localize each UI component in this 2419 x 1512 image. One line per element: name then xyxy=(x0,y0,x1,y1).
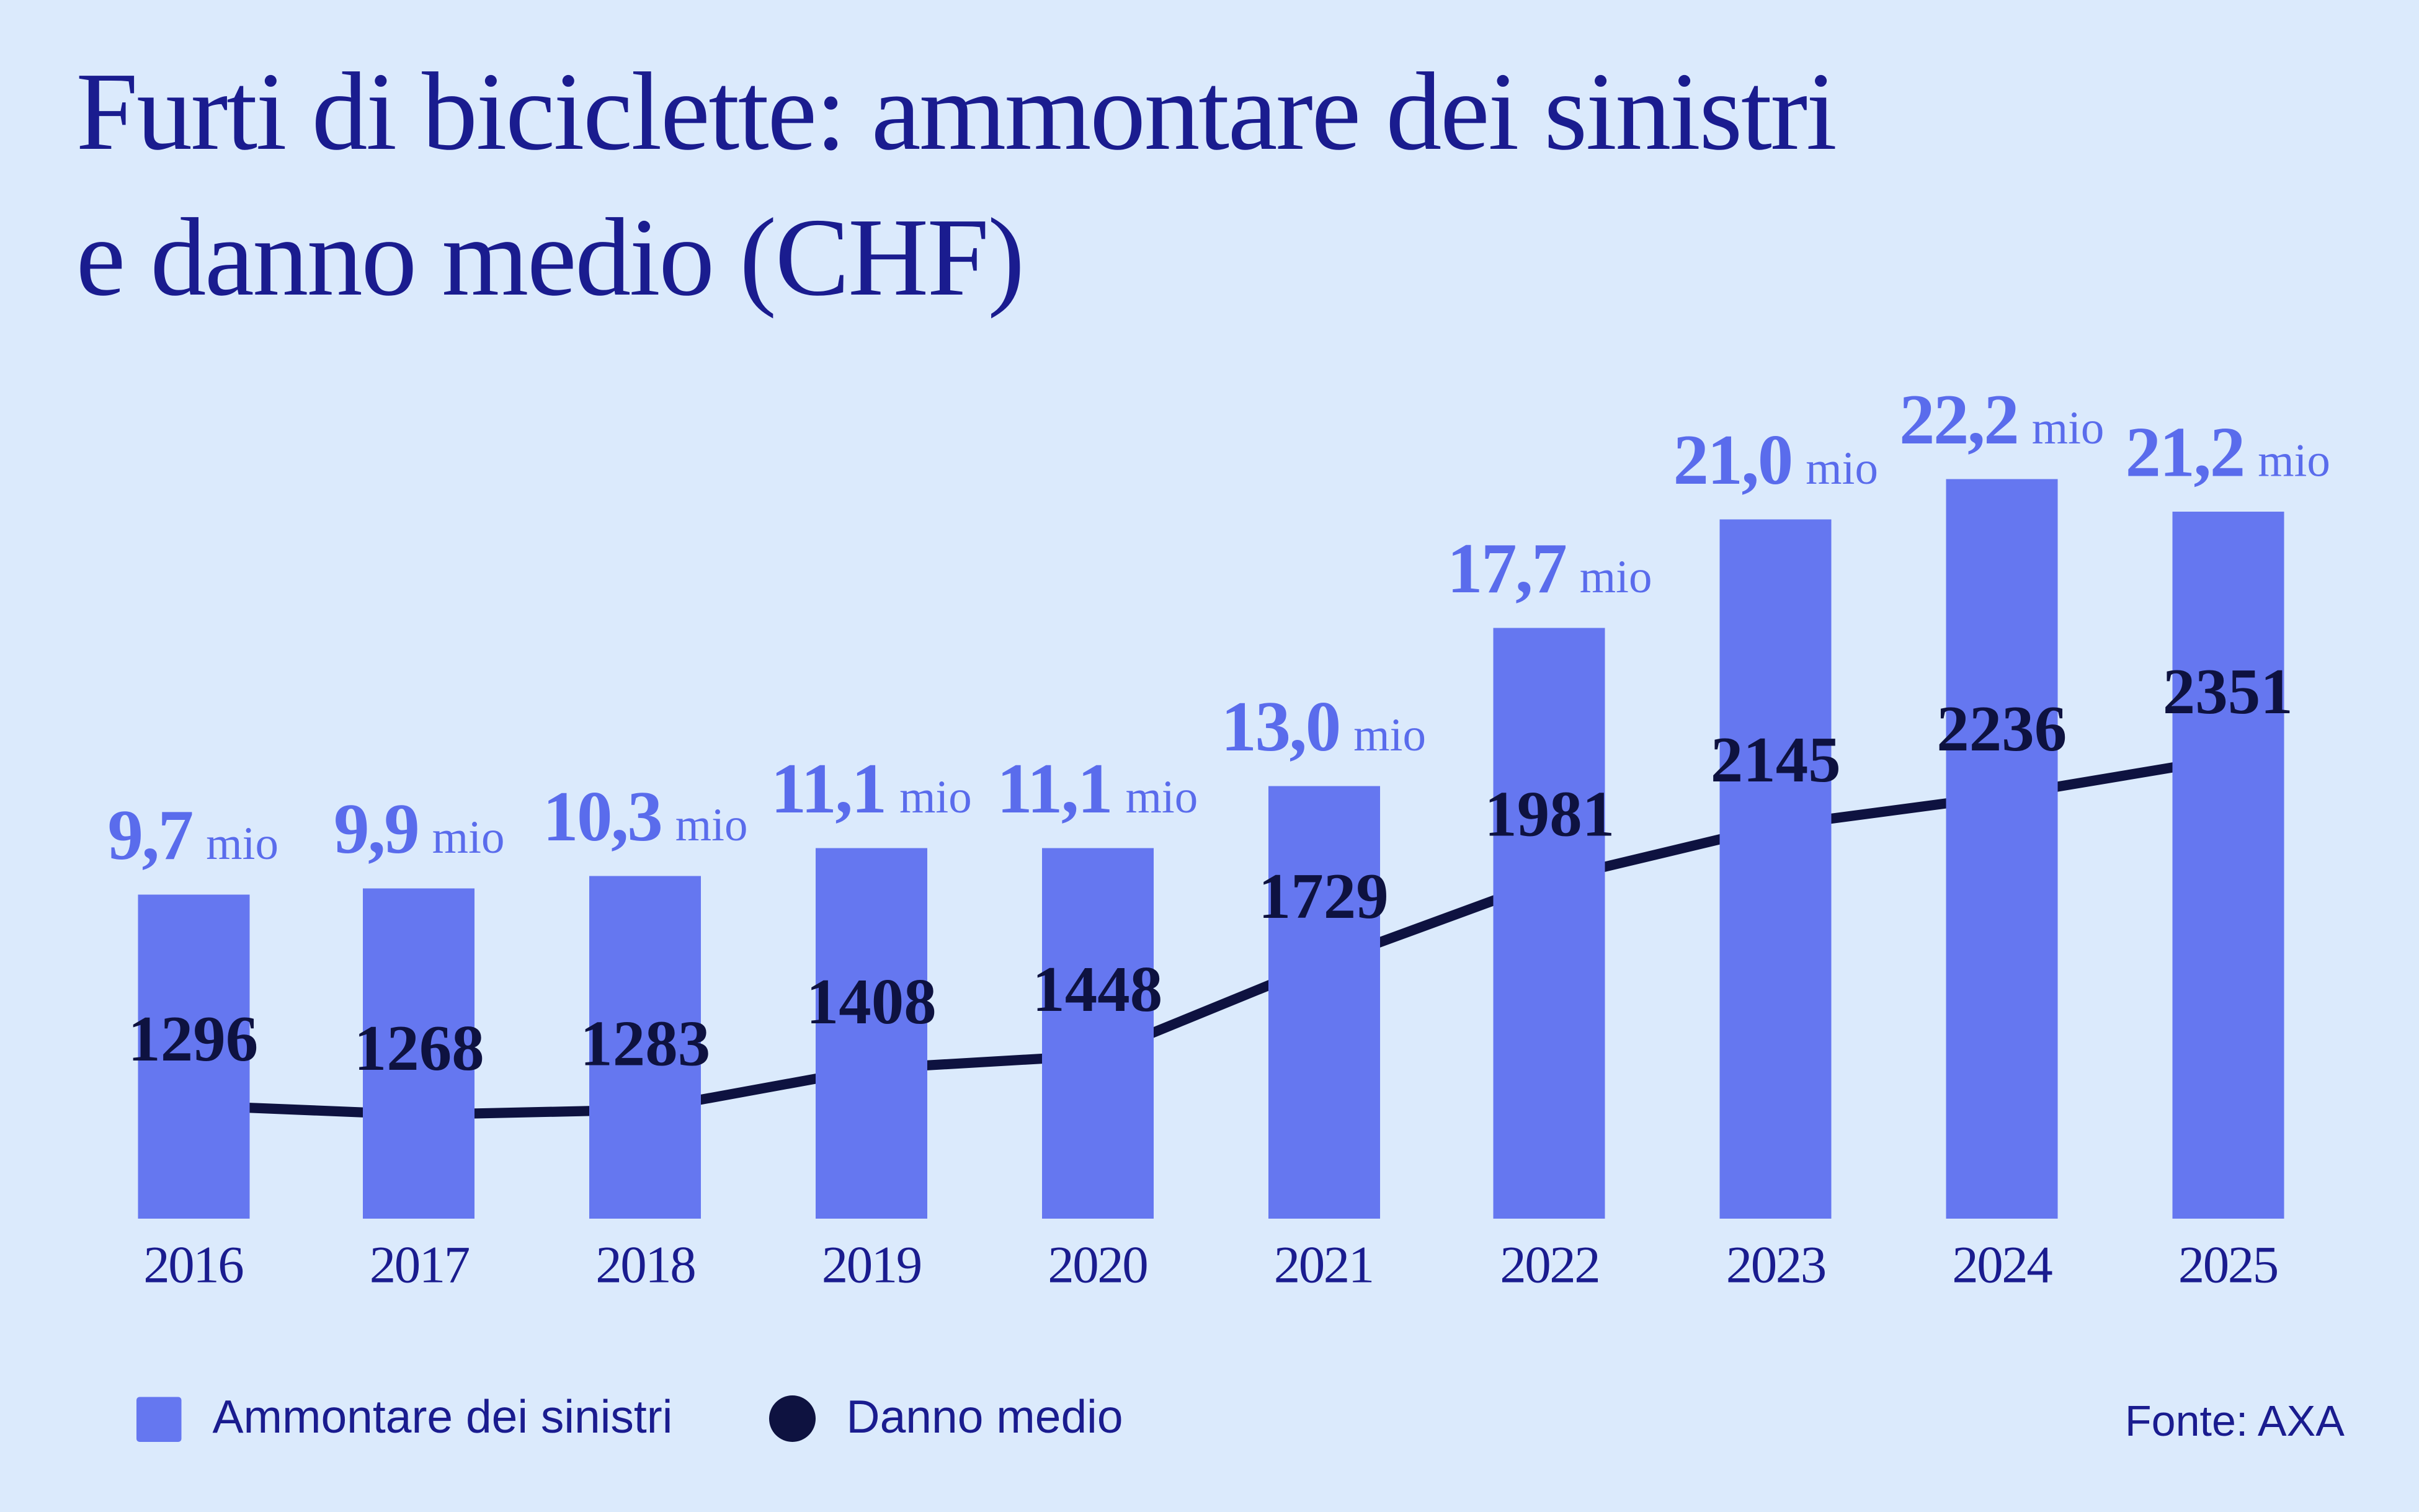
bar-2021 xyxy=(1267,785,1379,1219)
bar-value-label-2022: 17,7 mio xyxy=(1447,528,1652,610)
bar-value-unit: mio xyxy=(206,819,278,871)
bar-value-label-2021: 13,0 mio xyxy=(1221,685,1426,767)
line-value-label-2021: 1729 xyxy=(1258,862,1389,934)
bar-value-label-2024: 22,2 mio xyxy=(1899,378,2104,460)
x-axis-label-2021: 2021 xyxy=(1273,1237,1375,1295)
bar-2025 xyxy=(2172,512,2284,1219)
bar-2016 xyxy=(137,895,249,1219)
legend-line-label: Danno medio xyxy=(846,1392,1123,1444)
bar-value-label-2019: 11,1 mio xyxy=(771,748,972,830)
bar-value-number: 21,0 xyxy=(1673,419,1794,499)
bar-value-unit: mio xyxy=(675,799,748,851)
x-axis-label-2019: 2019 xyxy=(821,1237,923,1295)
bar-value-unit: mio xyxy=(2031,402,2105,454)
x-axis-label-2018: 2018 xyxy=(595,1237,697,1295)
x-axis-label-2020: 2020 xyxy=(1048,1237,1149,1295)
bar-value-unit: mio xyxy=(2258,436,2330,487)
x-axis-label-2025: 2025 xyxy=(2178,1237,2279,1295)
x-axis-label-2017: 2017 xyxy=(369,1237,471,1295)
x-axis-label-2016: 2016 xyxy=(143,1237,244,1295)
bar-value-number: 22,2 xyxy=(1899,379,2020,459)
line-value-label-2019: 1408 xyxy=(806,967,937,1039)
bar-value-number: 13,0 xyxy=(1221,686,1342,765)
bar-value-unit: mio xyxy=(1579,553,1652,604)
x-axis-label-2023: 2023 xyxy=(1726,1237,1827,1295)
bar-value-label-2023: 21,0 mio xyxy=(1673,418,1878,500)
bar-2019 xyxy=(815,848,927,1219)
line-value-label-2017: 1268 xyxy=(354,1013,484,1085)
bar-value-number: 9,7 xyxy=(107,796,194,876)
line-value-label-2023: 2145 xyxy=(1710,725,1841,797)
bar-value-number: 9,9 xyxy=(334,789,420,869)
bar-value-label-2017: 9,9 mio xyxy=(334,788,504,870)
bar-value-number: 11,1 xyxy=(770,749,887,829)
bar-2022 xyxy=(1494,628,1606,1219)
bar-value-label-2018: 10,3 mio xyxy=(543,775,747,857)
bar-series-swatch-icon xyxy=(136,1396,182,1441)
chart-title: Furti di biciclette: ammontare dei sinis… xyxy=(76,40,1837,331)
bar-value-unit: mio xyxy=(1125,772,1198,824)
bar-value-label-2025: 21,2 mio xyxy=(2126,411,2330,494)
bar-value-unit: mio xyxy=(899,772,972,824)
bar-2020 xyxy=(1041,848,1154,1219)
bar-value-number: 11,1 xyxy=(997,749,1113,829)
line-value-label-2018: 1283 xyxy=(580,1008,711,1080)
x-axis-label-2024: 2024 xyxy=(1952,1237,2053,1295)
line-value-label-2025: 2351 xyxy=(2162,657,2293,729)
bar-2018 xyxy=(589,875,702,1219)
bar-value-number: 10,3 xyxy=(543,776,663,855)
source-credit: Fonte: AXA xyxy=(2124,1397,2345,1446)
bar-value-number: 17,7 xyxy=(1447,529,1567,609)
bar-2017 xyxy=(363,888,475,1219)
line-value-label-2024: 2236 xyxy=(1936,695,2067,767)
x-axis-label-2022: 2022 xyxy=(1500,1237,1601,1295)
chart-title-line1: Furti di biciclette: ammontare dei sinis… xyxy=(76,50,1837,174)
bar-2024 xyxy=(1946,478,2058,1219)
bar-value-label-2020: 11,1 mio xyxy=(997,748,1198,830)
bar-value-number: 21,2 xyxy=(2125,412,2246,492)
legend: Ammontare dei sinistri Danno medio xyxy=(136,1392,1123,1445)
line-value-label-2020: 1448 xyxy=(1032,954,1163,1026)
bar-value-label-2016: 9,7 mio xyxy=(108,794,278,877)
line-value-label-2016: 1296 xyxy=(128,1005,259,1076)
legend-bars-label: Ammontare dei sinistri xyxy=(212,1392,673,1444)
line-value-label-2022: 1981 xyxy=(1484,779,1615,851)
line-series-dot-icon xyxy=(768,1395,816,1442)
bar-2023 xyxy=(1719,518,1832,1219)
bar-value-unit: mio xyxy=(432,812,505,864)
chart-title-line2: e danno medio (CHF) xyxy=(76,194,1025,319)
bar-value-unit: mio xyxy=(1806,442,1878,494)
bar-value-unit: mio xyxy=(1353,709,1426,761)
